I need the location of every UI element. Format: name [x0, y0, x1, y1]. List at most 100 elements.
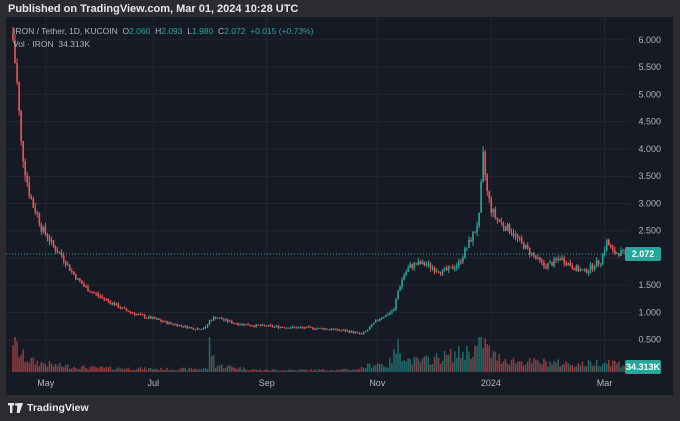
volume-bar: [281, 370, 284, 372]
candle: [395, 299, 397, 310]
candle: [466, 247, 468, 249]
candle: [462, 257, 464, 262]
candle: [190, 327, 193, 329]
candle: [494, 209, 497, 218]
volume-bar: [360, 366, 363, 372]
candle: [149, 316, 152, 319]
candle: [413, 263, 416, 268]
volume-bar: [72, 366, 75, 372]
candle: [291, 326, 294, 328]
candle: [407, 268, 409, 272]
candle: [474, 232, 476, 234]
volume-bar: [453, 351, 456, 372]
volume-bar: [474, 345, 476, 372]
volume-bar: [297, 369, 300, 372]
tradingview-footer[interactable]: TradingView: [8, 401, 89, 415]
candle: [206, 324, 209, 327]
volume-bar: [504, 358, 507, 372]
candle: [186, 325, 189, 329]
candle: [423, 261, 426, 266]
volume-bar: [618, 361, 620, 372]
volume-label[interactable]: Vol · IRON: [13, 39, 54, 49]
candle: [28, 182, 31, 196]
candle: [421, 261, 424, 264]
candle: [555, 258, 557, 260]
candle: [378, 318, 381, 321]
candle: [194, 329, 197, 331]
volume-bar: [20, 354, 22, 372]
candle: [91, 292, 93, 294]
volume-bar: [247, 370, 249, 372]
volume-bar: [520, 361, 523, 372]
volume-bar: [587, 359, 590, 372]
volume-bar: [545, 361, 547, 372]
volume-bar: [486, 343, 489, 372]
volume-bar: [358, 368, 361, 372]
volume-bar: [563, 364, 566, 372]
candle: [571, 265, 574, 269]
candle: [123, 307, 126, 309]
volume-bar: [350, 370, 353, 372]
price-tick-label: 5.000: [638, 89, 661, 99]
volume-bar: [139, 367, 142, 372]
volume-bar: [447, 354, 450, 372]
volume-bar: [154, 369, 156, 372]
volume-bar: [567, 363, 570, 372]
candle: [409, 264, 411, 269]
volume-bar: [263, 370, 266, 372]
candle: [597, 260, 600, 265]
candle: [30, 195, 33, 199]
open-value: 2.060: [129, 26, 151, 36]
candle: [170, 322, 172, 324]
candle: [216, 317, 219, 319]
volume-bar: [137, 368, 140, 372]
candle: [431, 268, 434, 270]
chart-frame[interactable]: 0.5001.0001.5002.0002.5003.0003.5004.000…: [6, 17, 673, 395]
candle: [75, 274, 77, 280]
volume-bar: [206, 369, 209, 372]
candle: [334, 328, 337, 330]
time-tick-label: 2024: [481, 378, 501, 388]
candle: [545, 266, 547, 268]
time-tick-label: Nov: [369, 378, 386, 388]
candle: [174, 324, 176, 326]
volume-bar: [190, 368, 193, 372]
volume-bar: [32, 357, 35, 372]
volume-bar: [129, 369, 132, 372]
candle: [233, 323, 235, 325]
volume-bar: [156, 368, 158, 372]
candle: [152, 317, 154, 319]
candle: [103, 297, 106, 300]
candle: [147, 316, 150, 318]
candle: [253, 325, 255, 327]
volume-bar: [127, 367, 130, 372]
volume-bar: [541, 364, 543, 372]
volume-bar: [99, 366, 101, 372]
candle: [614, 250, 616, 254]
candlestick-chart[interactable]: 0.5001.0001.5002.0002.5003.0003.5004.000…: [6, 17, 673, 395]
candle: [403, 274, 405, 280]
candle: [616, 253, 618, 255]
volume-bar: [77, 369, 79, 372]
candle: [504, 227, 507, 231]
volume-bar: [622, 365, 624, 372]
candle: [239, 324, 241, 326]
candle: [320, 327, 322, 329]
candle: [176, 324, 178, 327]
candle: [220, 317, 223, 320]
volume-bar: [518, 360, 521, 372]
volume-bar: [387, 367, 389, 372]
candle: [318, 327, 320, 329]
candle: [44, 226, 47, 234]
volume-bar: [149, 368, 152, 372]
volume-bar: [249, 370, 251, 372]
candle: [196, 328, 199, 330]
time-tick-label: Jul: [147, 378, 159, 388]
candle: [271, 325, 274, 327]
volume-bar: [605, 363, 608, 372]
volume-bar: [462, 351, 464, 372]
candle: [66, 264, 69, 266]
price-tick-label: 5.500: [638, 62, 661, 72]
symbol-title[interactable]: IRON / Tether, 1D, KUCOIN: [13, 26, 118, 36]
volume-bar: [174, 370, 176, 372]
